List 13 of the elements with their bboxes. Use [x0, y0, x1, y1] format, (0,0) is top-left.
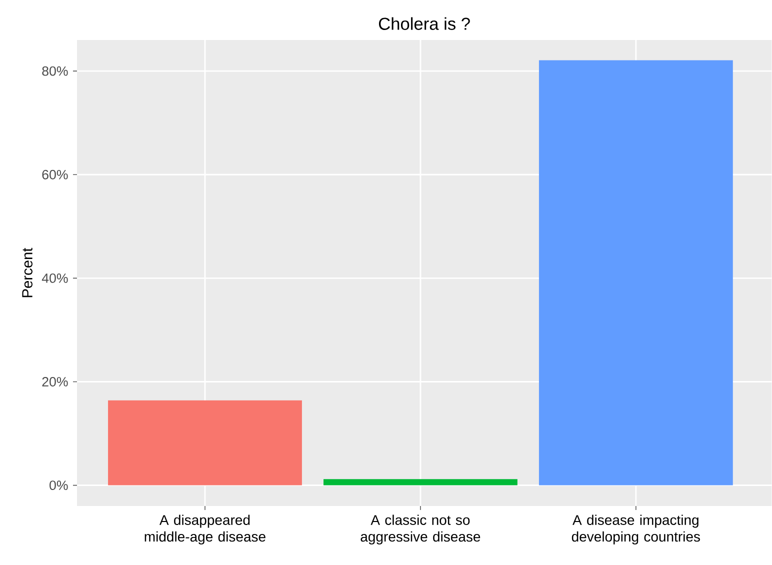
y-tick-label: 80%	[42, 66, 68, 76]
y-tick-label: 20%	[42, 377, 68, 386]
y-tick-label: 0%	[50, 480, 68, 490]
bar	[538, 60, 733, 486]
x-tick-label: A classic not so aggressive disease	[360, 514, 480, 544]
x-tick-label: A disappeared middle-age disease	[144, 514, 266, 544]
y-tick-label: 40%	[42, 273, 68, 283]
x-tick-label: A disease impacting developing countries	[572, 514, 700, 544]
chart-title: Cholera is ?	[378, 17, 470, 30]
bar	[324, 479, 518, 486]
bar	[108, 400, 302, 486]
y-axis-title: Percent	[22, 248, 32, 298]
y-tick-label: 60%	[42, 170, 68, 180]
